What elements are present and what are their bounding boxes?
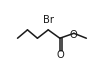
Text: O: O — [70, 30, 77, 40]
Text: O: O — [56, 50, 64, 60]
Text: Br: Br — [43, 15, 54, 25]
